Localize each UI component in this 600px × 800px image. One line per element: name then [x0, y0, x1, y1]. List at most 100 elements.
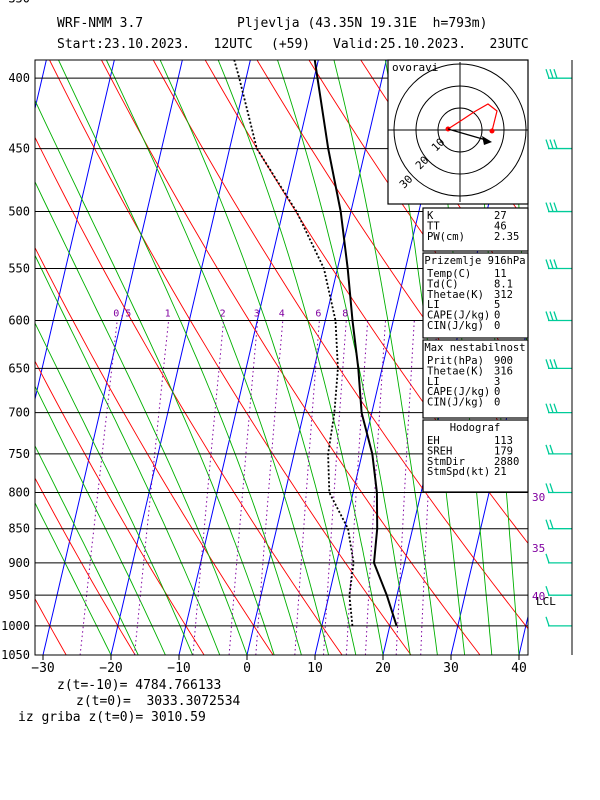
index-label: CIN(J/kg): [427, 397, 484, 409]
isotherm: [110, 60, 251, 655]
mixing-ratio-line: [420, 320, 438, 655]
wind-barb-flag: [553, 403, 558, 413]
axis-labels: 1502002503003504004505005506006507007508…: [1, 0, 527, 676]
index-value: 3: [494, 376, 500, 388]
index-label: K: [427, 210, 434, 222]
moist-adiabat: [159, 60, 357, 655]
wind-barb-flag: [549, 403, 554, 413]
storm-motion-vector: [447, 128, 487, 141]
temperature-profile: [313, 60, 398, 627]
isotherm: [518, 614, 528, 655]
index-value: 312: [494, 289, 513, 301]
moist-adiabat: [276, 60, 411, 655]
wind-barb-flag: [549, 444, 554, 455]
wind-barb-flag: [545, 553, 550, 564]
hodograph-panel: ovoravi 10 20 30: [387, 59, 529, 205]
pressure-tick-label: 1000: [1, 619, 30, 633]
mixing-ratio-label: 8: [342, 309, 348, 320]
wind-barb-flag: [553, 259, 558, 269]
index-panel-title: Hodograf: [450, 422, 501, 434]
mixing-ratio-label: 0.5: [113, 309, 131, 320]
wind-barb-flag: [545, 259, 550, 269]
moist-adiabat: [35, 180, 248, 655]
station-title: Pljevlja (43.35N 19.31E h=793m): [237, 16, 488, 31]
index-label: Prit(hPa): [427, 355, 484, 367]
pressure-tick-label: 450: [8, 142, 30, 156]
storm-motion-arrow: [482, 136, 492, 145]
footer-grib: iz griba z(t=0)= 3010.59: [18, 710, 206, 725]
index-label: CAPE(J/kg): [427, 310, 490, 322]
mixing-ratio-label: 4: [279, 309, 285, 320]
wind-barb-flag: [549, 483, 554, 493]
wind-barb-flag: [549, 139, 554, 149]
index-label: EH: [427, 435, 440, 447]
x-tick-label: 10: [307, 661, 323, 676]
wind-barb-flag: [549, 311, 554, 321]
index-panel-frame: [422, 419, 529, 493]
wind-barb-flag: [549, 68, 554, 79]
mixing-ratio-labels: 0.5 1 2 3 4 6 8: [113, 309, 348, 320]
mixing-ratio-label: 2: [220, 309, 226, 320]
index-label: SREH: [427, 445, 452, 457]
index-label: LI: [427, 299, 440, 311]
footer-z-minus10: z(t=-10)= 4784.766133: [57, 678, 222, 693]
x-tick-label: 0: [243, 661, 251, 676]
pressure-tick-label: 650: [8, 361, 30, 375]
moist-adiabat: [217, 60, 384, 655]
moist-adiabat: [35, 501, 112, 655]
pressure-tick-label: 550: [8, 262, 30, 276]
wind-barb-flag: [553, 202, 558, 212]
start-time: Start:23.10.2023. 12UTC: [57, 37, 253, 52]
mixing-ratio-line: [134, 320, 170, 655]
wind-barb-flag: [545, 519, 550, 529]
index-value: 8.1: [494, 278, 513, 290]
index-value: 2.35: [494, 231, 519, 243]
mixing-ratio-line: [364, 320, 386, 655]
mixing-ratio-line: [79, 320, 118, 655]
index-value: 5: [494, 299, 500, 311]
index-panel-frame: [422, 252, 529, 339]
wind-barb-flag: [549, 359, 554, 369]
mixing-ratio-label: 1: [165, 309, 171, 320]
index-panels: K 27 TT 46 PW(cm) 2.35 Prizemlje 916hPaTemp(C)…: [422, 207, 529, 493]
index-panel-frame: [422, 207, 529, 252]
pressure-tick-label: 700: [8, 406, 30, 420]
mixing-ratio-line: [228, 320, 259, 655]
pressure-tick-label: 1050: [1, 648, 30, 662]
index-value: 21: [494, 466, 507, 478]
lcl-label: LCL: [536, 595, 556, 608]
moist-adiabat: [35, 322, 194, 655]
index-label: PW(cm): [427, 231, 465, 243]
index-value: 46: [494, 220, 507, 232]
mixing-ratio-line: [294, 320, 320, 655]
footer-z-zero: z(t=0)= 3033.3072534: [76, 694, 241, 709]
x-tick-label: −30: [31, 661, 54, 676]
pressure-tick-label: 750: [8, 447, 30, 461]
pressure-tick-label: 900: [8, 556, 30, 570]
index-value: 0: [494, 386, 500, 398]
mixing-ratio-line: [255, 320, 284, 655]
pressure-tick-label: 350: [8, 0, 30, 5]
valid-time: Valid:25.10.2023. 23UTC: [333, 37, 529, 52]
index-label: Thetae(K): [427, 365, 484, 377]
wind-barb-column: [545, 68, 572, 627]
dewpoint-profile: [233, 60, 355, 626]
mixing-ratio-label: 6: [315, 309, 321, 320]
x-tick-label: −10: [167, 661, 190, 676]
index-label: StmSpd(kt): [427, 466, 490, 478]
index-label: Temp(C): [427, 268, 471, 280]
wind-barb-flag: [553, 68, 558, 79]
wind-barb-flag: [545, 311, 550, 321]
pressure-tick-label: 400: [8, 71, 30, 85]
pressure-tick-label: 950: [8, 588, 30, 602]
hodograph-title: ovoravi: [392, 61, 438, 74]
index-panel-title: Prizemlje 916hPa: [424, 255, 525, 267]
mixing-ratio-label: 3: [254, 309, 260, 320]
moist-adiabat: [35, 99, 275, 655]
moist-adiabat: [35, 444, 139, 655]
wind-barb-flag: [549, 519, 554, 529]
pressure-tick-label: 800: [8, 485, 30, 499]
index-label: StmDir: [427, 456, 465, 468]
forecast-offset: (+59): [271, 37, 311, 52]
